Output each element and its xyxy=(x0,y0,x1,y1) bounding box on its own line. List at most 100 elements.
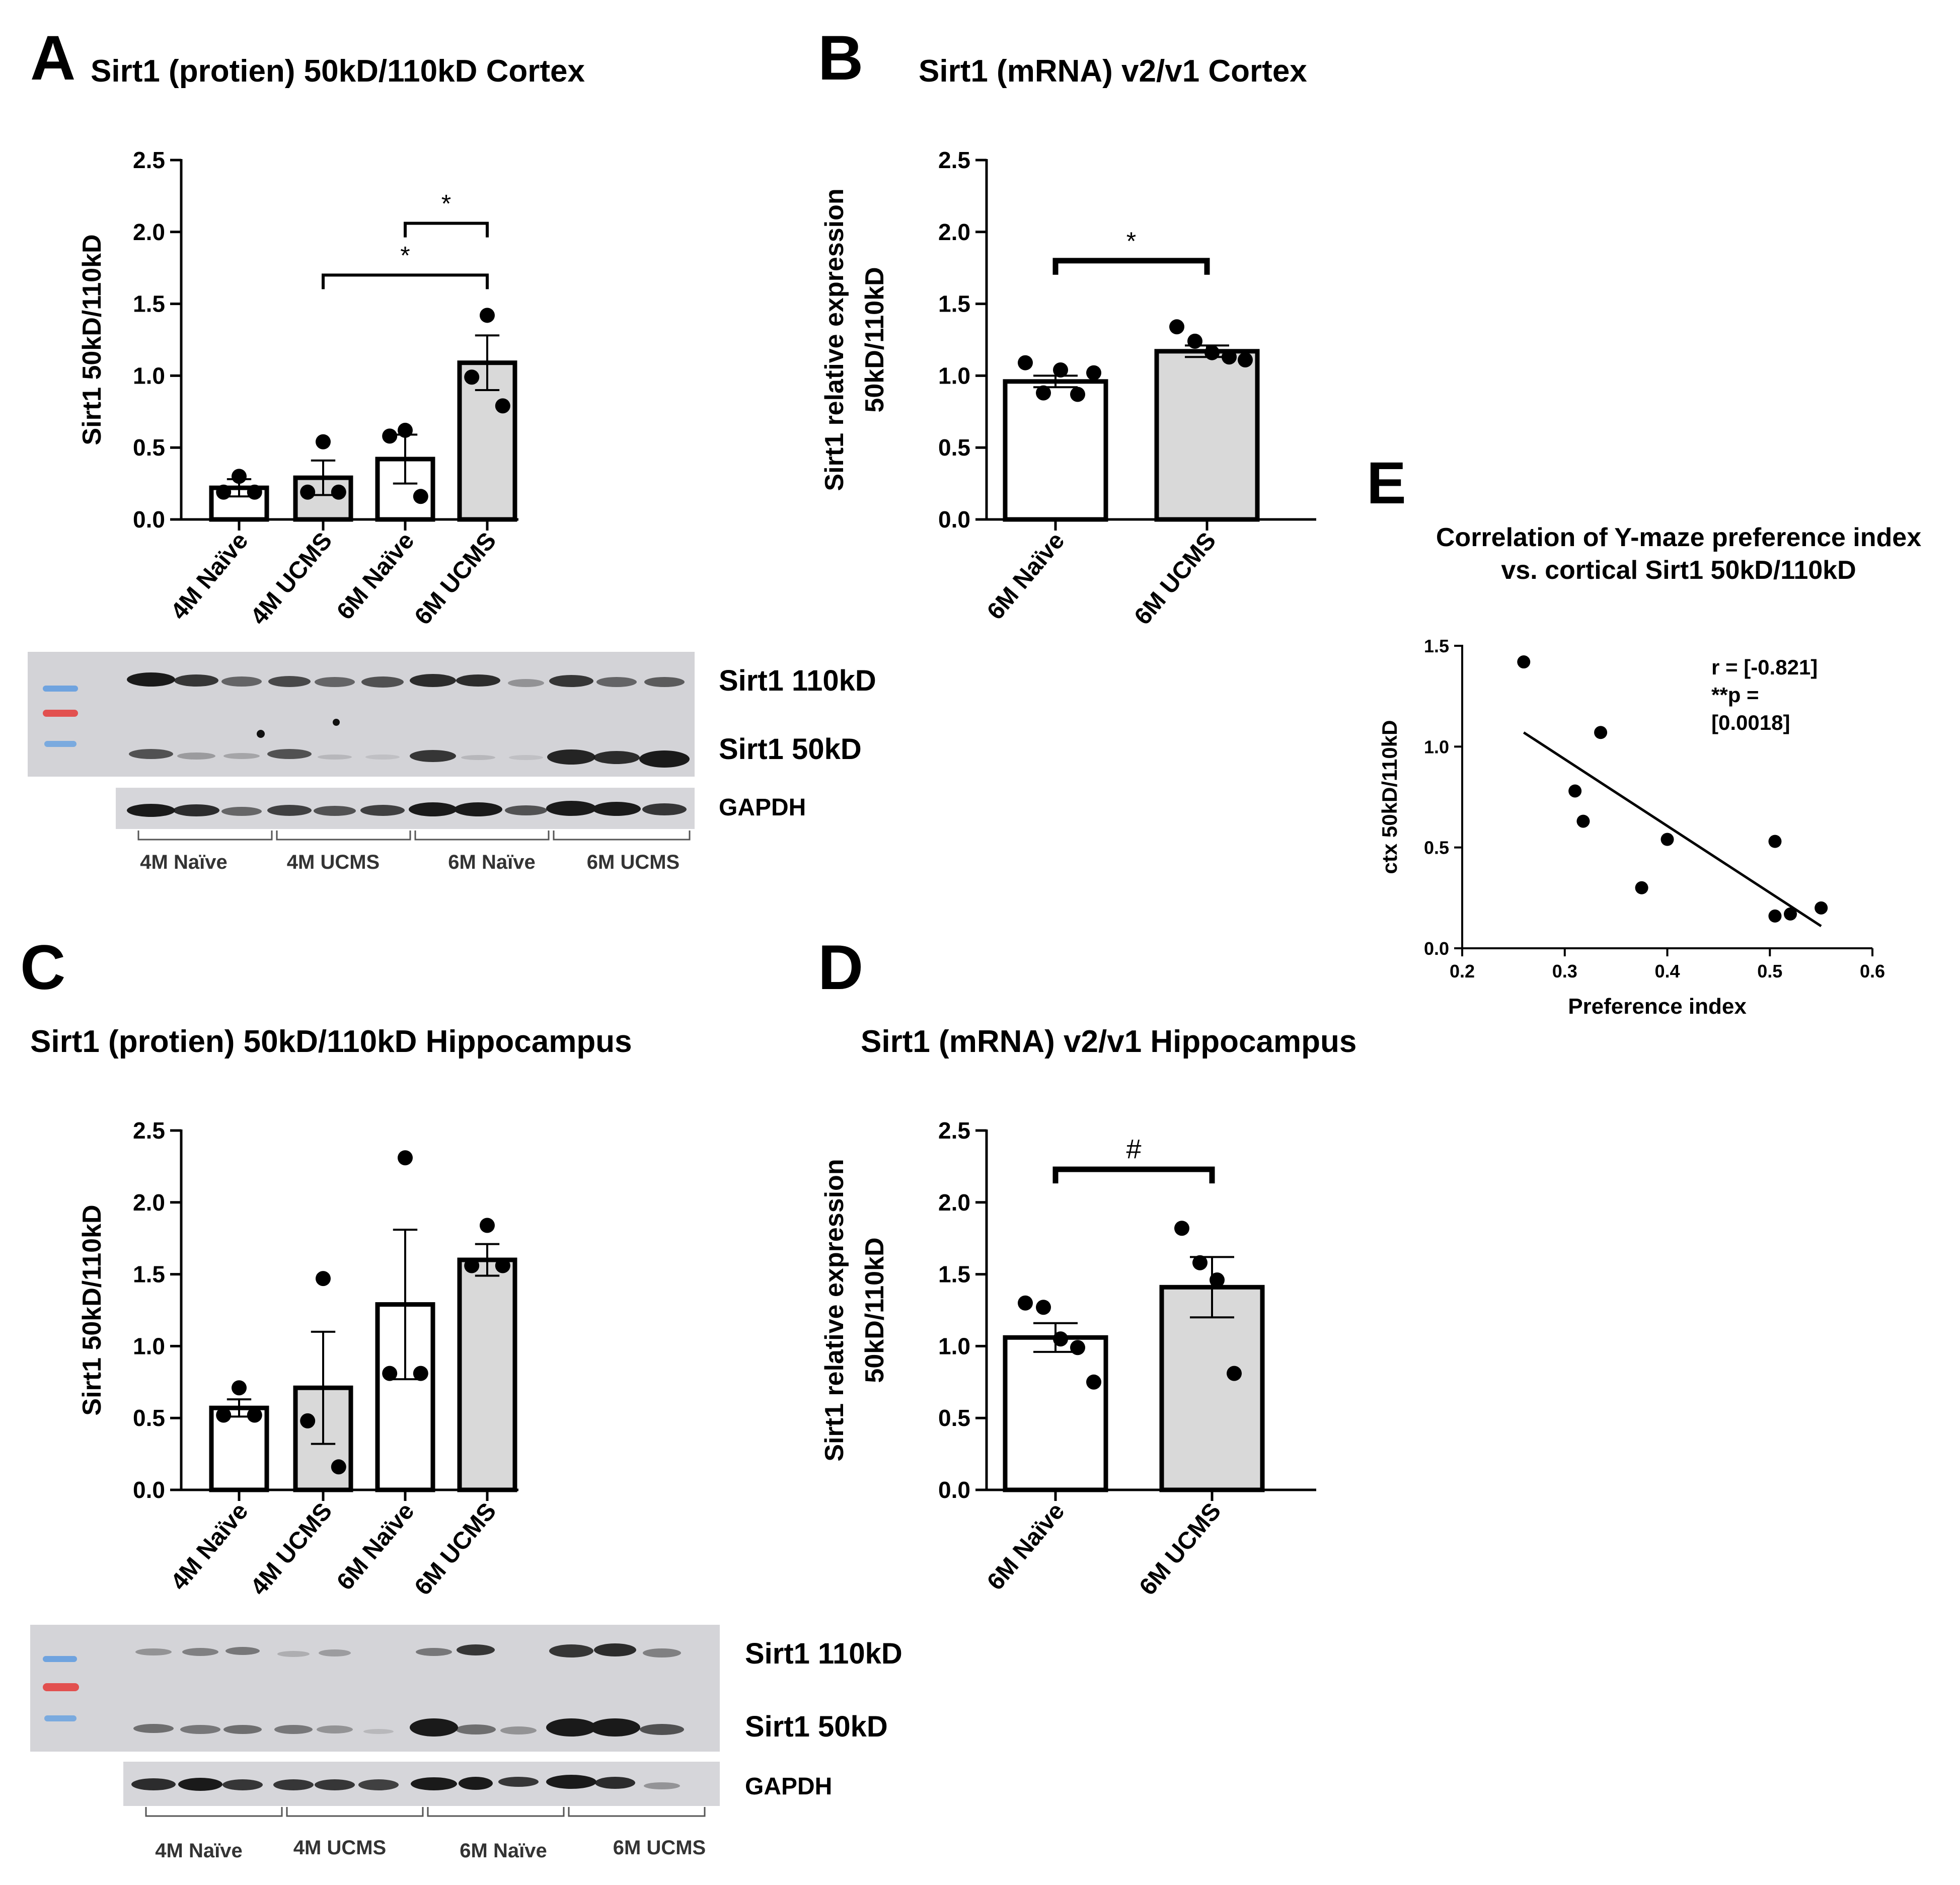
data-point xyxy=(1222,349,1237,365)
blot-a-group-label: 4M Naïve xyxy=(140,851,227,873)
significance-label: * xyxy=(1126,227,1136,255)
data-point xyxy=(1568,784,1582,798)
y-tick-label: 0.5 xyxy=(1424,838,1449,858)
blot-c-ladder-blue-1 xyxy=(43,1656,77,1662)
y-tick-label: 0.5 xyxy=(938,434,970,461)
y-axis-label: 50kD/110kD xyxy=(860,267,889,412)
x-tick-label: 0.3 xyxy=(1552,961,1577,982)
data-point xyxy=(1204,345,1220,360)
data-point xyxy=(1036,1300,1051,1315)
data-point xyxy=(1192,1255,1208,1270)
panel-letter-a: A xyxy=(30,23,76,93)
regression-line xyxy=(1523,731,1822,928)
blot-a-bands-50 xyxy=(129,749,690,768)
panel-letter-e: E xyxy=(1367,450,1406,516)
data-point xyxy=(1086,1374,1101,1390)
data-point xyxy=(1018,1295,1033,1311)
x-axis-label: Preference index xyxy=(1568,994,1747,1019)
significance-bracket xyxy=(322,273,489,289)
blot-c-label-gapdh: GAPDH xyxy=(745,1773,832,1800)
blot-a-ladder-red xyxy=(43,710,78,717)
data-point xyxy=(300,484,316,500)
panel-title-a: Sirt1 (protien) 50kD/110kD Cortex xyxy=(91,54,585,89)
data-point xyxy=(464,1258,480,1273)
data-point xyxy=(1210,1272,1225,1288)
blot-a-group-label: 6M Naïve xyxy=(448,851,535,873)
x-tick-label: 0.6 xyxy=(1860,961,1885,982)
y-tick-label: 2.0 xyxy=(938,219,970,245)
x-tick-label: 0.4 xyxy=(1654,961,1680,982)
x-tick-label: 4M Naïve xyxy=(166,1498,253,1595)
data-point xyxy=(1594,726,1608,739)
data-point xyxy=(413,1366,428,1381)
panel-title-e-line2: vs. cortical Sirt1 50kD/110kD xyxy=(1501,556,1856,585)
blot-a-bands-gapdh xyxy=(127,801,687,817)
y-tick-label: 1.0 xyxy=(938,362,970,389)
data-point xyxy=(247,484,262,500)
data-point xyxy=(1070,1340,1085,1355)
y-tick-label: 1.5 xyxy=(133,1261,165,1288)
panel-title-c: Sirt1 (protien) 50kD/110kD Hippocampus xyxy=(30,1024,632,1059)
data-point xyxy=(495,1258,510,1273)
y-tick-label: 1.0 xyxy=(133,1333,165,1359)
e-annotation-p: **p = xyxy=(1711,683,1759,707)
x-tick-label: 6M Naïve xyxy=(332,527,419,625)
data-point xyxy=(398,1150,413,1166)
blot-a-label-gapdh: GAPDH xyxy=(719,794,806,821)
y-tick-label: 2.5 xyxy=(133,147,165,173)
y-tick-label: 0.5 xyxy=(133,434,165,461)
chart-c: 0.0 0.5 1.0 1.5 2.0 2.5 Sirt1 50kD/110kD 4M Naï… xyxy=(78,1117,518,1601)
y-tick-label: 0.0 xyxy=(1424,938,1449,959)
bar xyxy=(457,1257,517,1492)
chart-e: 0.0 0.5 1.0 1.5 0.2 0.3 0.4 0.5 0.6 ctx 50kD/110k… xyxy=(1378,636,1885,1019)
blot-c-ladder-blue-2 xyxy=(44,1715,77,1721)
x-tick-label: 6M UCMS xyxy=(1135,1498,1227,1601)
data-point xyxy=(382,428,398,444)
significance-label: # xyxy=(1126,1134,1141,1164)
y-tick-label: 2.5 xyxy=(938,1117,970,1144)
data-point xyxy=(1238,352,1253,367)
western-blot-c: Sirt1 110kD Sirt1 50kD GAPDH 4M Naïve 4M… xyxy=(30,1625,902,1862)
panel-letter-c: C xyxy=(20,933,65,1003)
e-annotation-r: r = [-0.821] xyxy=(1711,655,1818,679)
x-tick-label: 6M UCMS xyxy=(1129,527,1222,630)
data-point xyxy=(300,1413,316,1428)
x-tick-label: 6M Naïve xyxy=(982,1498,1070,1595)
blot-a-speck xyxy=(257,730,265,738)
data-point xyxy=(316,434,331,449)
chart-b: 0.0 0.5 1.0 1.5 2.0 2.5 Sirt1 relative express… xyxy=(820,147,1316,630)
y-axis-label: Sirt1 relative expression xyxy=(820,1159,849,1461)
data-point xyxy=(1815,901,1828,915)
data-point xyxy=(1768,909,1782,923)
y-axis-label: ctx 50kD/110kD xyxy=(1378,720,1401,874)
significance-bracket xyxy=(1052,1166,1215,1184)
data-point xyxy=(1018,355,1033,370)
y-tick-label: 0.0 xyxy=(133,506,165,533)
data-point xyxy=(1053,1331,1068,1347)
y-axis-label: Sirt1 relative expression xyxy=(820,188,849,491)
blot-c-bands-gapdh xyxy=(131,1775,680,1791)
y-tick-label: 0.0 xyxy=(938,1477,970,1503)
blot-a-bands-110 xyxy=(127,672,685,688)
blot-a-ladder-blue-1 xyxy=(43,686,78,692)
data-point xyxy=(413,489,428,504)
y-tick-label: 1.5 xyxy=(1424,636,1449,656)
blot-c-group-brackets xyxy=(145,1807,706,1817)
y-tick-label: 1.5 xyxy=(938,1261,970,1288)
significance-label: * xyxy=(400,241,410,269)
y-tick-label: 0.5 xyxy=(938,1405,970,1431)
panel-title-e-line1: Correlation of Y-maze preference index xyxy=(1436,523,1921,552)
x-tick-label: 6M Naïve xyxy=(982,527,1070,625)
data-point xyxy=(398,422,413,438)
blot-c-label-110: Sirt1 110kD xyxy=(745,1637,902,1670)
blot-a-group-label: 6M UCMS xyxy=(587,851,680,873)
x-tick-label: 4M UCMS xyxy=(246,527,338,630)
y-axis-label: 50kD/110kD xyxy=(860,1237,889,1383)
blot-a-ladder-blue-2 xyxy=(44,741,77,747)
y-tick-label: 0.5 xyxy=(133,1405,165,1431)
data-point xyxy=(232,469,247,484)
blot-a-speck xyxy=(333,719,340,726)
blot-a-label-110: Sirt1 110kD xyxy=(719,664,876,697)
data-point xyxy=(1169,319,1184,335)
chart-d: 0.0 0.5 1.0 1.5 2.0 2.5 Sirt1 relative express… xyxy=(820,1117,1316,1601)
